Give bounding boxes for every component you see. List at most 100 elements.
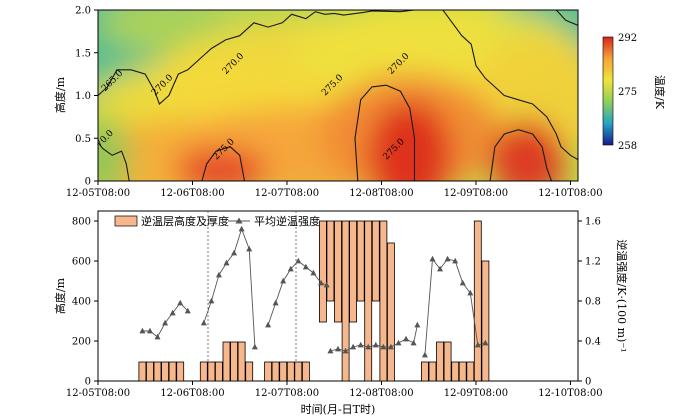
contour-line (489, 129, 553, 181)
heatmap-y-tick-label: 2.0 (75, 6, 91, 17)
inversion-bar (318, 220, 327, 323)
intensity-marker (387, 343, 394, 350)
inversion-y-ticks: 0 200 400 600 800 (72, 217, 98, 388)
intensity-marker (459, 279, 466, 286)
inversion-bar (326, 220, 335, 302)
intensity-marker (251, 343, 258, 350)
intensity-marker (223, 259, 230, 266)
intensity-marker (327, 347, 334, 354)
inversion-bar (294, 361, 303, 382)
inversion-x-tick-label: 12-10T08:00 (538, 388, 602, 399)
inversion-x-tick-label: 12-08T08:00 (349, 388, 413, 399)
inversion-y-label: 高度/m (53, 277, 67, 314)
inversion-y2-label: 逆温强度/K·(100 m)⁻¹ (615, 239, 629, 352)
intensity-line (203, 227, 256, 348)
intensity-marker (208, 297, 215, 304)
intensity-marker (365, 343, 372, 350)
contour-line (201, 146, 246, 181)
inversion-y2-tick-label: 1.6 (585, 217, 601, 228)
intensity-marker (310, 269, 317, 276)
heat-blob (489, 119, 566, 181)
inversion-bar (214, 361, 223, 382)
intensity-marker (162, 319, 169, 326)
inversion-bar (264, 361, 273, 382)
inversion-bar (458, 361, 467, 382)
intensity-marker (146, 327, 153, 334)
heatmap-x-tick-label: 12-07T08:00 (255, 188, 319, 199)
intensity-marker (238, 225, 245, 232)
inversion-y-tick-label: 400 (72, 297, 91, 308)
inversion-bar (428, 361, 437, 382)
colorbar-tick-min: 258 (618, 141, 637, 152)
intensity-marker (429, 255, 436, 262)
inversion-bar (153, 361, 162, 382)
inversion-y2-ticks: 0 0.4 0.8 1.2 1.6 (578, 217, 601, 388)
intensity-marker (403, 335, 410, 342)
intensity-marker (410, 339, 417, 346)
intensity-marker (200, 319, 207, 326)
legend-label-line: 平均逆温强度 (254, 214, 320, 228)
heatmap-y-tick-label: 0 (85, 177, 91, 188)
heatmap-y-label: 高度/m (53, 76, 67, 113)
contour-line (98, 10, 415, 105)
contour-line (555, 10, 578, 26)
heat-blob (367, 100, 452, 181)
inversion-bar (451, 361, 460, 382)
colorbar: 292 275 258 温度/K (602, 33, 667, 152)
inversion-x-tick-label: 12-06T08:00 (160, 388, 224, 399)
intensity-marker (414, 321, 421, 328)
inversion-bar (222, 341, 231, 382)
colorbar-tick-mid: 275 (618, 87, 637, 98)
intensity-line (267, 260, 327, 326)
intensity-marker (317, 279, 324, 286)
inversion-x-ticks: 12-05T08:00 12-06T08:00 12-07T08:00 12-08T0… (66, 381, 603, 399)
colorbar-gradient (602, 36, 614, 146)
inversion-bar (356, 220, 365, 302)
inversion-bar (237, 341, 246, 382)
inversion-y-tick-label: 600 (72, 257, 91, 268)
intensity-marker (154, 333, 161, 340)
heatmap-x-tick-label: 12-06T08:00 (160, 188, 224, 199)
intensity-marker (380, 343, 387, 350)
inversion-bar (386, 242, 395, 382)
inversion-frame (97, 210, 579, 382)
intensity-marker (265, 321, 272, 328)
intensity-marker (287, 265, 294, 272)
inversion-bar (161, 361, 170, 382)
colorbar-label: 温度/K (653, 75, 667, 110)
heat-blob (98, 115, 130, 181)
intensity-marker (372, 341, 379, 348)
heatmap-field (98, 10, 578, 181)
intensity-marker (139, 327, 146, 334)
legend-label-bar: 逆温层高度及厚度 (141, 214, 229, 228)
intensity-marker (295, 257, 302, 264)
contour-line (98, 142, 130, 181)
contour-lines (98, 10, 578, 181)
intensity-marker (231, 249, 238, 256)
intensity-marker (421, 351, 428, 358)
heatmap-x-ticks: 12-05T08:00 12-06T08:00 12-07T08:00 12-08T0… (66, 181, 603, 199)
intensity-marker (357, 341, 364, 348)
intensity-marker (215, 271, 222, 278)
inversion-bar (481, 260, 490, 382)
inversion-bar (371, 220, 380, 302)
inversion-x-label: 时间(月-日T时) (301, 403, 376, 416)
inversion-bar (199, 361, 208, 382)
inversion-bar (207, 361, 216, 382)
intensity-marker (350, 343, 357, 350)
inversion-bar (334, 220, 342, 323)
inversion-y2-tick-label: 1.2 (585, 257, 601, 268)
inversion-y2-tick-label: 0.4 (585, 337, 601, 348)
inversion-bar (436, 341, 444, 382)
inversion-y-tick-label: 0 (85, 377, 91, 388)
intensity-marker (474, 341, 481, 348)
inversion-bar (176, 361, 185, 382)
intensity-lines (139, 225, 489, 358)
legend: 逆温层高度及厚度 平均逆温强度 (114, 214, 320, 228)
heatmap-y-ticks: 0 0.5 1.0 1.5 2.0 (75, 6, 98, 188)
heatmap-y-tick-label: 1.5 (75, 48, 91, 59)
legend-swatch-bar (114, 215, 138, 227)
intensity-marker (184, 307, 191, 314)
intensity-marker (302, 263, 309, 270)
